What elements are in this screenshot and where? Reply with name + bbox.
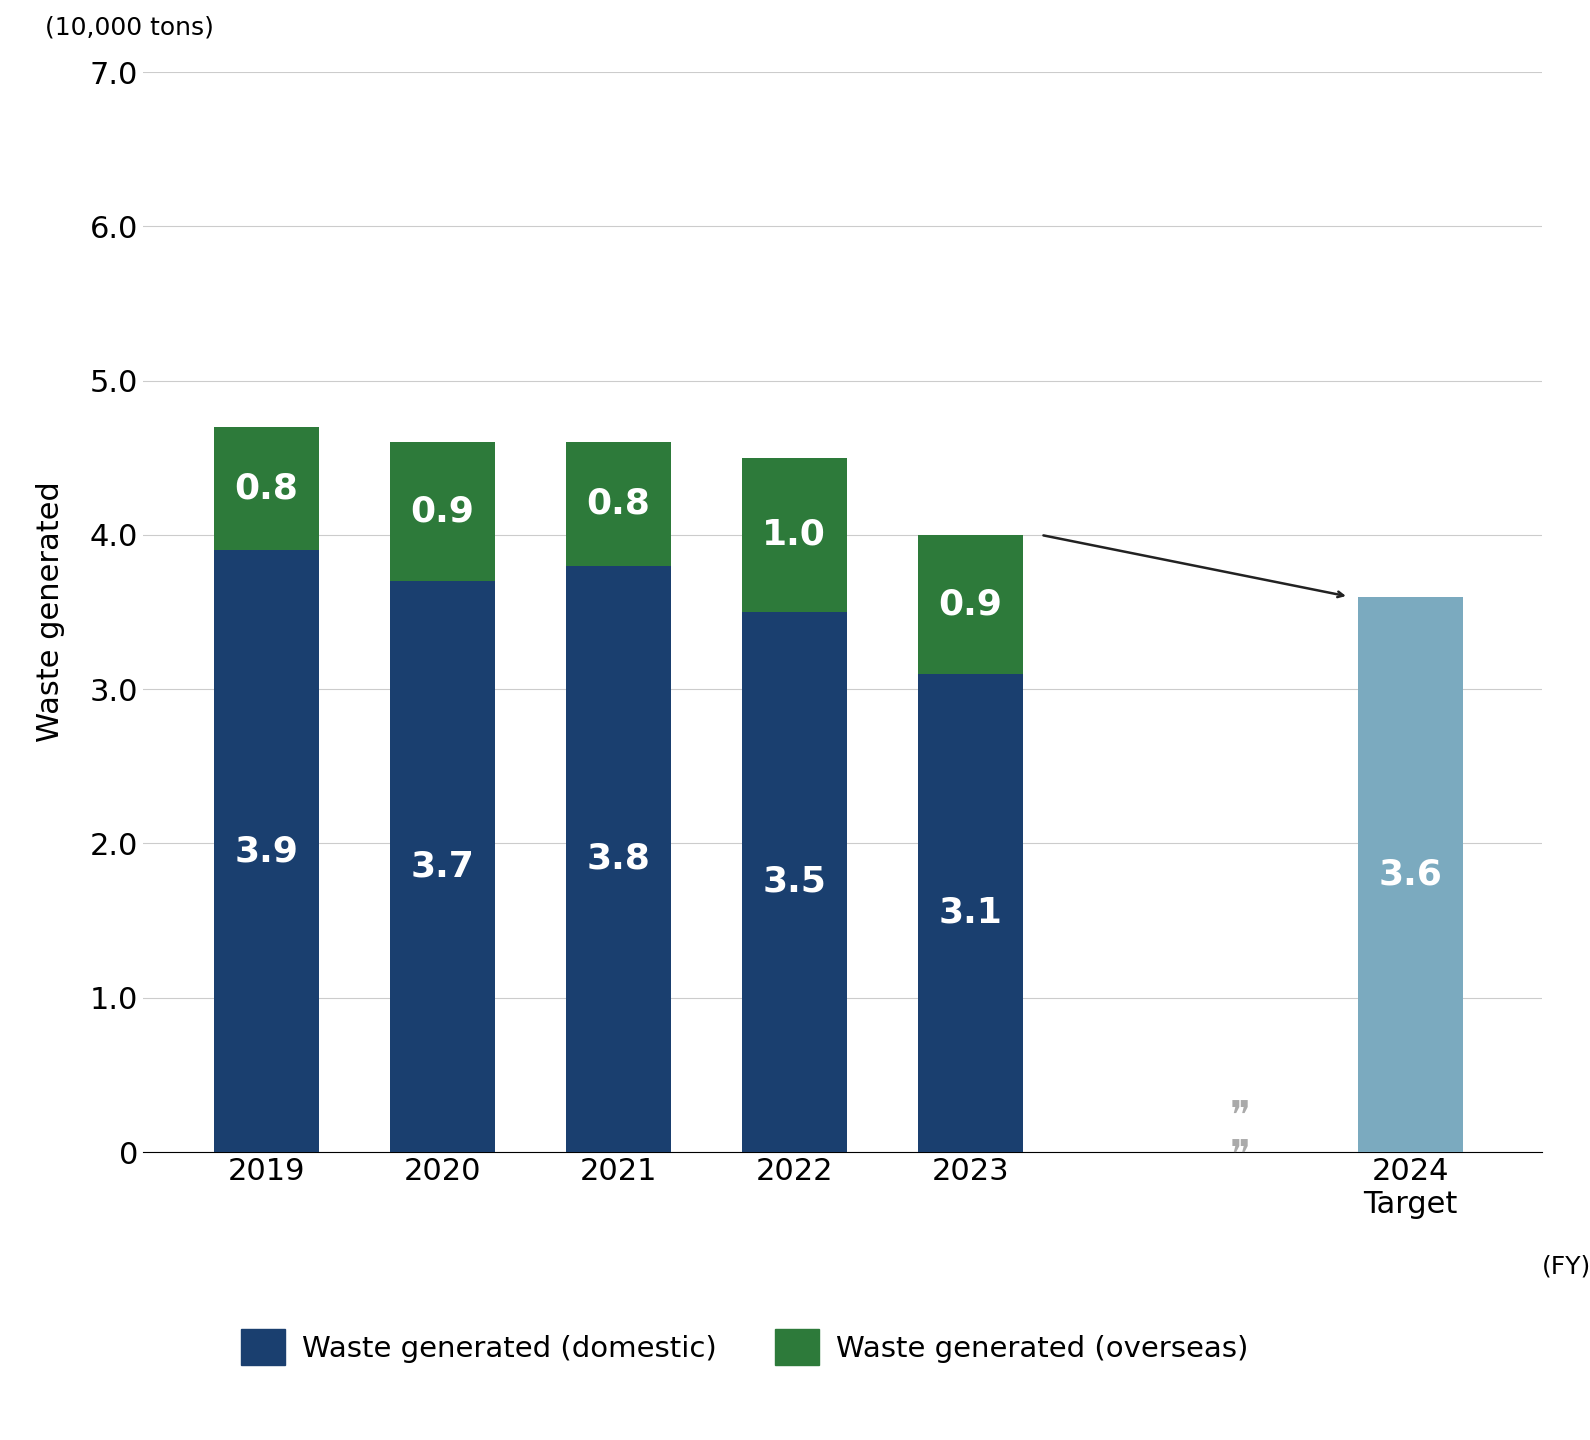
Text: 1.0: 1.0 <box>762 518 827 552</box>
Text: 3.1: 3.1 <box>938 896 1002 930</box>
Bar <box>741 458 847 612</box>
Text: (FY): (FY) <box>1542 1254 1590 1279</box>
Bar <box>741 612 847 1152</box>
Legend: Waste generated (domestic), Waste generated (overseas): Waste generated (domestic), Waste genera… <box>229 1318 1261 1377</box>
Text: 0.9: 0.9 <box>938 588 1002 621</box>
Text: ❝: ❝ <box>1224 1076 1245 1113</box>
Bar <box>566 566 671 1152</box>
Bar <box>390 442 494 582</box>
Bar <box>213 426 320 550</box>
Text: 0.8: 0.8 <box>234 471 299 505</box>
Text: 3.5: 3.5 <box>762 865 827 899</box>
Text: 3.7: 3.7 <box>410 850 474 884</box>
Bar <box>213 550 320 1152</box>
Text: ❝: ❝ <box>1224 1115 1245 1152</box>
Text: 3.9: 3.9 <box>234 834 299 868</box>
Text: 3.8: 3.8 <box>587 842 650 876</box>
Bar <box>390 582 494 1152</box>
Text: 3.6: 3.6 <box>1379 857 1442 891</box>
Bar <box>1358 596 1463 1152</box>
Bar <box>917 674 1022 1152</box>
Text: (10,000 tons): (10,000 tons) <box>45 16 215 39</box>
Y-axis label: Waste generated: Waste generated <box>35 481 65 743</box>
Bar <box>917 534 1022 674</box>
Bar <box>566 442 671 566</box>
Text: 0.9: 0.9 <box>410 495 474 528</box>
Text: 0.8: 0.8 <box>587 487 650 521</box>
